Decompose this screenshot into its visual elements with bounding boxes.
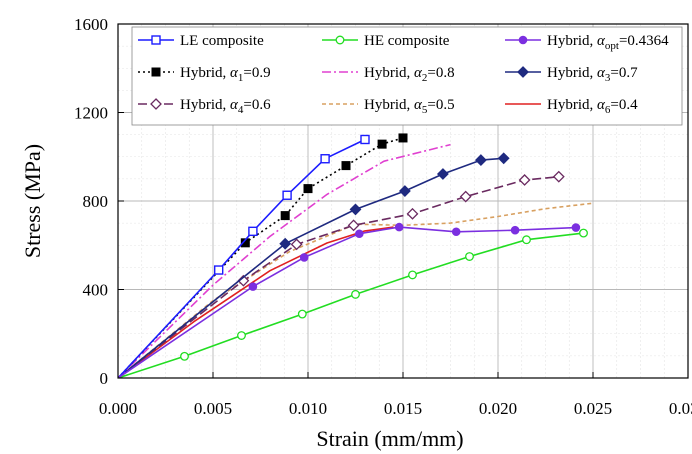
legend-label: Hybrid, α2=0.8 xyxy=(364,65,455,84)
data-point xyxy=(408,270,417,280)
data-point xyxy=(436,168,449,180)
x-tick-label: 0.005 xyxy=(194,399,232,418)
data-point xyxy=(465,252,474,261)
x-tick-label: 0.015 xyxy=(384,399,422,418)
data-point xyxy=(248,282,258,291)
data-point xyxy=(347,219,360,232)
legend-label: Hybrid, α6=0.4 xyxy=(547,97,638,116)
data-point xyxy=(398,185,411,197)
legend-label: Hybrid, α5=0.5 xyxy=(364,97,455,116)
series-line xyxy=(118,175,559,378)
data-point xyxy=(459,190,472,203)
y-tick-label: 1600 xyxy=(74,15,108,34)
data-point xyxy=(341,161,351,171)
data-point xyxy=(280,211,290,221)
series-5 xyxy=(118,152,510,378)
y-tick-label: 400 xyxy=(83,281,109,300)
data-point xyxy=(355,229,364,239)
x-tick-label: 0.000 xyxy=(99,399,137,418)
series-line xyxy=(118,226,394,378)
data-point xyxy=(522,235,531,245)
series-layer xyxy=(118,133,594,378)
legend-marker xyxy=(150,98,162,110)
data-point xyxy=(497,152,510,165)
data-point xyxy=(237,331,246,340)
legend-marker xyxy=(151,67,161,77)
data-point xyxy=(180,351,189,361)
data-point xyxy=(299,253,309,262)
data-point xyxy=(349,203,362,216)
legend-label: Hybrid, α1=0.9 xyxy=(180,65,271,84)
data-point xyxy=(303,184,313,194)
legend-label: LE composite xyxy=(180,33,264,49)
legend-item: Hybrid, α5=0.5 xyxy=(322,97,455,116)
x-tick-label: 0.030 xyxy=(669,399,692,418)
data-point xyxy=(290,238,303,251)
legend-box xyxy=(131,26,683,126)
y-tick-label: 1200 xyxy=(74,104,108,123)
data-point xyxy=(320,154,330,164)
legend-marker xyxy=(518,35,528,45)
data-point xyxy=(351,289,360,299)
legend-item: LE composite xyxy=(138,33,264,49)
legend-label: Hybrid, α4=0.6 xyxy=(180,97,271,116)
legend-item: Hybrid, α3=0.7 xyxy=(505,65,638,84)
data-point xyxy=(297,309,307,319)
series-line xyxy=(118,226,576,378)
y-tick-label: 0 xyxy=(100,369,109,388)
y-tick-label: 800 xyxy=(83,192,109,211)
series-line xyxy=(118,143,451,378)
axis-ticks: 0.000 0.005 0.010 0.015 0.020 0.025 0.030 0 400 8… xyxy=(74,15,692,418)
legend-item: Hybrid, α4=0.6 xyxy=(138,97,271,116)
series-6 xyxy=(118,170,565,378)
legend-item: Hybrid, α6=0.4 xyxy=(505,97,638,116)
data-point xyxy=(552,170,565,183)
legend-item: Hybrid, αopt=0.4364 xyxy=(505,33,669,52)
legend-label: Hybrid, αopt=0.4364 xyxy=(547,33,669,52)
series-3 xyxy=(118,133,408,378)
legend-label: Hybrid, α3=0.7 xyxy=(547,65,638,84)
legend: LE composite HE composite Hybrid, αopt=0.4… xyxy=(131,26,683,126)
legend-item: HE composite xyxy=(322,33,450,49)
x-tick-label: 0.010 xyxy=(289,399,327,418)
x-tick-label: 0.020 xyxy=(479,399,517,418)
data-point xyxy=(248,226,258,237)
data-point xyxy=(518,174,531,186)
legend-marker xyxy=(335,35,345,45)
data-point xyxy=(398,133,408,143)
data-point xyxy=(377,139,387,149)
legend-marker xyxy=(151,35,161,45)
series-8 xyxy=(118,226,394,378)
data-point xyxy=(406,207,419,220)
series-line xyxy=(118,138,366,378)
data-point xyxy=(579,228,588,238)
data-point xyxy=(279,237,292,250)
legend-item: Hybrid, α2=0.8 xyxy=(322,65,455,84)
series-4 xyxy=(118,143,451,378)
x-axis-label: Strain (mm/mm) xyxy=(316,426,463,451)
data-point xyxy=(474,154,487,166)
data-point xyxy=(360,134,370,145)
series-0 xyxy=(118,134,370,378)
series-1 xyxy=(118,228,588,378)
y-axis-label: Stress (MPa) xyxy=(20,144,45,258)
legend-marker xyxy=(517,66,529,78)
legend-item: Hybrid, α1=0.9 xyxy=(138,65,271,84)
legend-label: HE composite xyxy=(364,33,450,49)
data-point xyxy=(510,225,520,235)
series-2 xyxy=(118,222,581,378)
data-point xyxy=(571,223,581,232)
data-point xyxy=(451,227,461,237)
data-point xyxy=(213,265,224,275)
x-tick-label: 0.025 xyxy=(574,399,612,418)
data-point xyxy=(394,222,404,232)
data-point xyxy=(282,190,292,200)
